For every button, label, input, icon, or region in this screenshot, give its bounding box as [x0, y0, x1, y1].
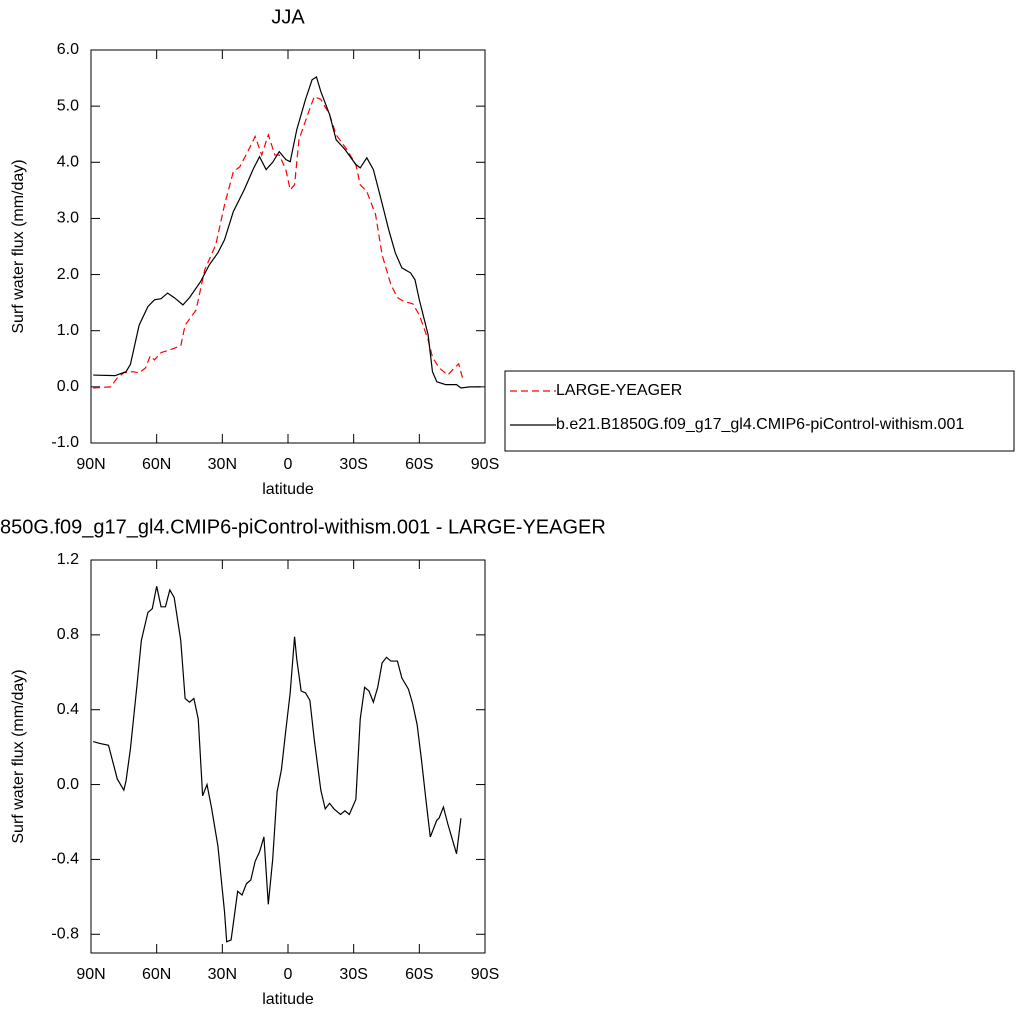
- x-tick-label: 30S: [339, 456, 367, 473]
- data-line: [93, 95, 464, 389]
- y-tick-label: 1.2: [57, 551, 79, 568]
- y-tick-label: 0.4: [57, 701, 79, 718]
- x-tick-label: 30S: [339, 966, 367, 983]
- y-tick-label: 0.0: [57, 776, 79, 793]
- x-tick-label: 90N: [76, 966, 105, 983]
- x-axis-label: latitude: [262, 991, 314, 1008]
- x-tick-label: 0: [284, 456, 293, 473]
- y-axis-label: Surf water flux (mm/day): [10, 159, 27, 333]
- x-tick-label: 0: [284, 966, 293, 983]
- x-tick-label: 90S: [471, 456, 499, 473]
- y-tick-label: 2.0: [57, 266, 79, 283]
- data-line: [93, 586, 462, 943]
- x-tick-label: 90N: [76, 456, 105, 473]
- x-tick-label: 30N: [208, 966, 237, 983]
- x-tick-label: 60S: [405, 456, 433, 473]
- y-tick-label: 3.0: [57, 210, 79, 227]
- plot-frame: [90, 559, 486, 954]
- x-tick-label: 30N: [208, 456, 237, 473]
- y-tick-label: 0.0: [57, 378, 79, 395]
- x-tick-label: 60N: [142, 966, 171, 983]
- data-line: [93, 76, 481, 389]
- x-tick-label: 60S: [405, 966, 433, 983]
- y-tick-label: -0.4: [51, 851, 79, 868]
- legend-label: LARGE-YEAGER: [556, 382, 682, 399]
- y-axis-label: Surf water flux (mm/day): [10, 669, 27, 843]
- y-tick-label: -1.0: [51, 434, 79, 451]
- chart-title: 850G.f09_g17_gl4.CMIP6-piControl-withism…: [0, 516, 606, 538]
- x-tick-label: 90S: [471, 966, 499, 983]
- chart-title: JJA: [271, 6, 305, 28]
- y-tick-label: 1.0: [57, 322, 79, 339]
- y-tick-label: 5.0: [57, 97, 79, 114]
- legend-label: b.e21.B1850G.f09_g17_gl4.CMIP6-piControl…: [556, 416, 964, 433]
- x-tick-label: 60N: [142, 456, 171, 473]
- legend-box: [504, 370, 1015, 452]
- y-tick-label: 4.0: [57, 154, 79, 171]
- y-tick-label: -0.8: [51, 926, 79, 943]
- y-tick-label: 0.8: [57, 626, 79, 643]
- y-tick-label: 6.0: [57, 41, 79, 58]
- plot-frame: [90, 49, 486, 444]
- x-axis-label: latitude: [262, 481, 314, 498]
